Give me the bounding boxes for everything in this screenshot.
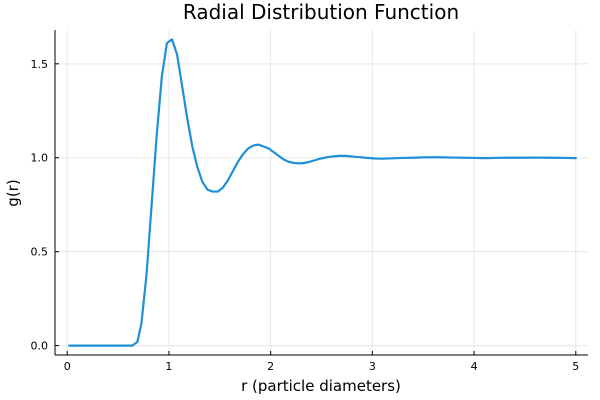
axes <box>54 30 588 356</box>
y-tick-label: 0.5 <box>31 246 49 259</box>
x-tick-label: 3 <box>369 360 376 373</box>
y-tick-label: 1.5 <box>31 58 49 71</box>
x-axis-label: r (particle diameters) <box>241 377 401 395</box>
x-tick-label: 4 <box>471 360 478 373</box>
y-tick-label: 0.0 <box>31 340 49 353</box>
series-group <box>68 38 577 347</box>
chart-title: Radial Distribution Function <box>183 0 459 24</box>
x-tick-label: 1 <box>165 360 172 373</box>
x-tick-label: 0 <box>64 360 71 373</box>
x-tick-label: 5 <box>572 360 579 373</box>
x-tick-label: 2 <box>267 360 274 373</box>
y-tick-label: 1.0 <box>31 152 49 165</box>
y-axis-label: g(r) <box>4 179 22 206</box>
tick-labels: 0 1 2 3 4 5 0.0 0.5 1.0 1.5 <box>31 58 580 373</box>
series-line <box>68 38 577 347</box>
grid-lines <box>55 30 588 355</box>
